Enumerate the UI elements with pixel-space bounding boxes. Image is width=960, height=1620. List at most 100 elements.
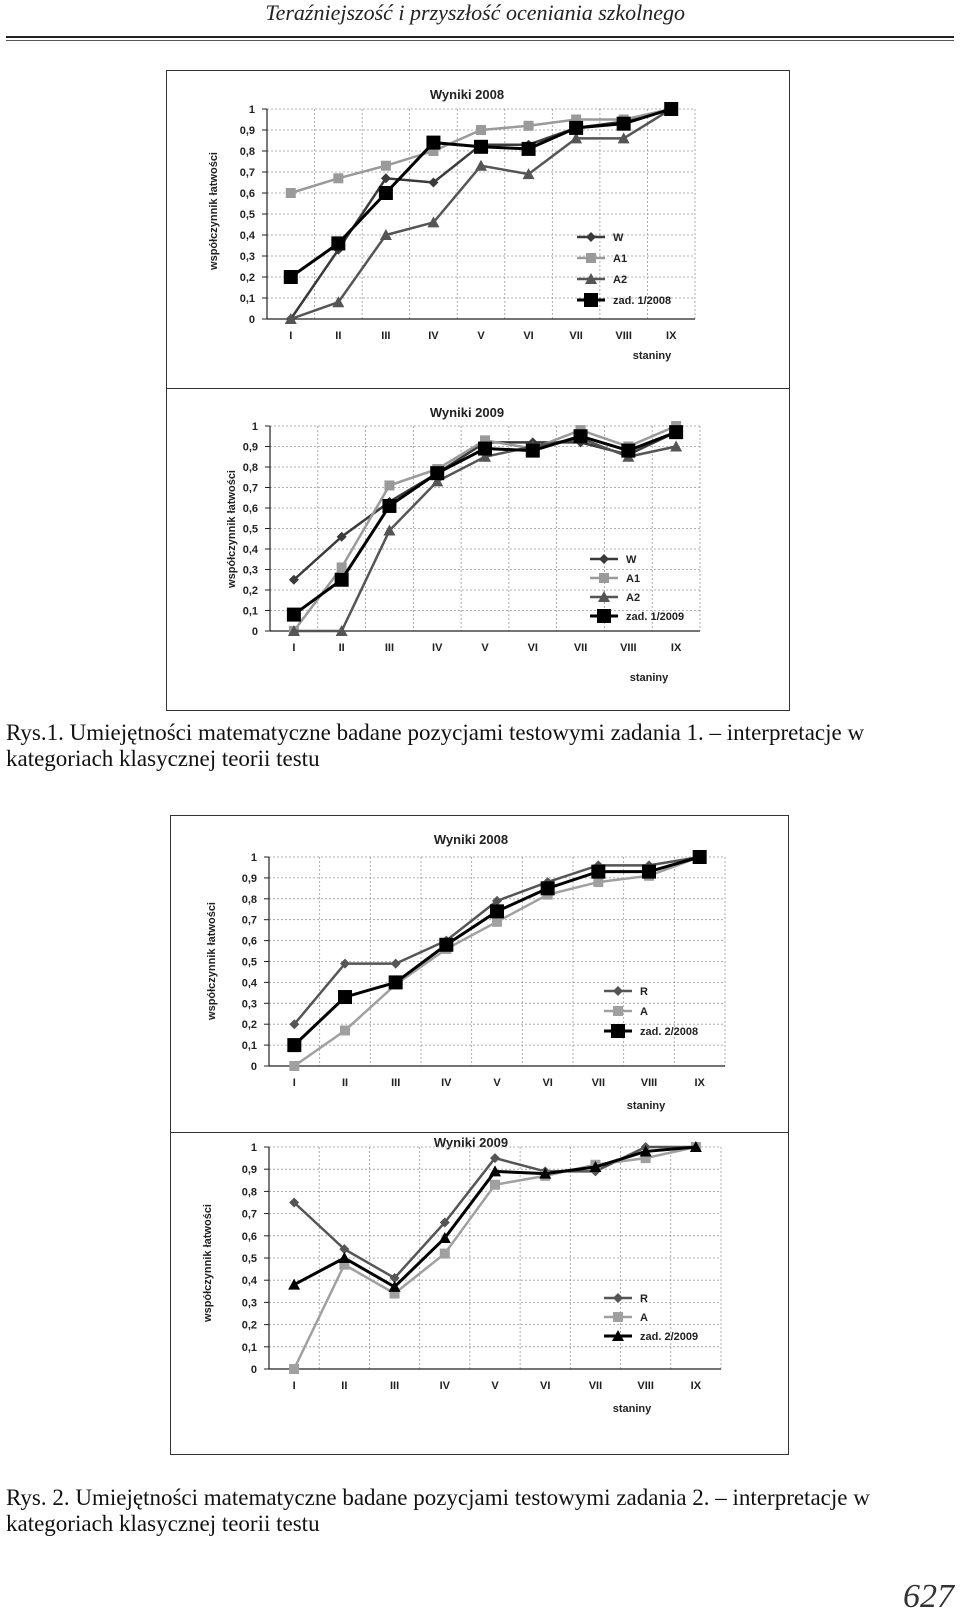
x-axis-label: staniny — [613, 1403, 652, 1415]
y-tick-label: 0,4 — [243, 544, 259, 556]
data-point — [289, 1061, 300, 1071]
series-line — [293, 855, 701, 1047]
y-tick-label: 0 — [252, 626, 258, 638]
y-tick-label: 0,7 — [240, 167, 255, 179]
x-tick-label: VIII — [615, 330, 632, 342]
series-zad-1-2008 — [283, 102, 679, 284]
y-tick-label: 0,2 — [242, 1320, 257, 1332]
data-point — [521, 141, 536, 156]
data-point — [438, 1232, 451, 1244]
legend-label: A2 — [626, 592, 640, 604]
legend-marker — [612, 1330, 624, 1341]
legend-marker — [613, 1293, 623, 1303]
data-point — [332, 296, 345, 308]
data-point — [340, 958, 350, 969]
data-point — [336, 562, 347, 573]
data-point — [389, 1288, 400, 1299]
x-tick-label: VIII — [637, 1380, 654, 1392]
series-zad-1-2009 — [286, 425, 684, 622]
y-tick-label: 1 — [251, 852, 257, 864]
data-point — [389, 1272, 400, 1283]
data-point — [640, 1153, 651, 1164]
data-point — [285, 188, 296, 198]
y-tick-label: 0,1 — [242, 1342, 257, 1354]
y-tick-label: 0,6 — [242, 936, 257, 948]
data-point — [489, 1165, 501, 1177]
x-tick-label: II — [341, 1380, 347, 1392]
data-point — [474, 139, 488, 154]
legend-entry: A2 — [577, 273, 627, 286]
legend-marker — [613, 1312, 623, 1322]
data-point — [439, 1217, 450, 1228]
data-point — [431, 475, 444, 487]
data-point — [525, 443, 540, 458]
data-point — [589, 1160, 602, 1172]
y-tick-label: 0,9 — [242, 1164, 257, 1176]
data-point — [333, 173, 344, 184]
y-tick-label: 0,3 — [242, 998, 257, 1010]
y-tick-label: 0,7 — [243, 483, 258, 495]
x-tick-label: IV — [428, 330, 439, 342]
panel-divider — [171, 1132, 788, 1133]
data-point — [571, 114, 582, 125]
data-point — [439, 937, 454, 952]
x-tick-label: IV — [441, 1077, 452, 1089]
legend-entry: A2 — [590, 591, 640, 604]
y-tick-label: 0,6 — [243, 503, 258, 515]
x-tick-label: VI — [523, 330, 533, 342]
x-tick-label: I — [289, 330, 292, 342]
legend-entry: zad. 2/2008 — [604, 1024, 698, 1038]
y-tick-label: 0,1 — [242, 1040, 257, 1052]
chart-title: Wyniki 2009 — [434, 1135, 508, 1150]
legend-label: zad. 1/2008 — [613, 295, 671, 307]
x-tick-label: V — [477, 330, 485, 342]
panel-divider — [167, 388, 789, 389]
y-tick-label: 0,2 — [242, 1019, 257, 1031]
data-point — [570, 132, 583, 144]
x-tick-label: III — [385, 642, 394, 654]
x-axis-label: staniny — [630, 672, 669, 684]
y-tick-label: 0 — [251, 1364, 257, 1376]
data-point — [338, 1252, 351, 1263]
y-tick-label: 0,4 — [240, 230, 256, 242]
data-point — [616, 116, 631, 131]
y-tick-label: 0,8 — [242, 894, 257, 906]
legend-label: zad. 2/2009 — [640, 1331, 698, 1343]
legend-label: A1 — [613, 253, 627, 265]
series-zad-2-2009 — [288, 1141, 702, 1292]
data-point — [340, 1025, 350, 1036]
legend-marker — [586, 232, 596, 242]
legend-marker — [611, 1024, 625, 1038]
data-point — [384, 480, 395, 491]
data-point — [539, 1167, 552, 1179]
data-point — [593, 877, 604, 888]
data-point — [388, 1280, 401, 1292]
header-rule-thin — [6, 40, 954, 41]
y-tick-label: 0,1 — [243, 606, 258, 618]
data-point — [692, 850, 707, 864]
legend-marker — [584, 293, 598, 307]
x-tick-label: VIII — [641, 1077, 658, 1089]
x-tick-label: IV — [432, 642, 443, 654]
y-tick-label: 0,3 — [242, 1297, 257, 1309]
legend-label: R — [640, 986, 648, 998]
legend-label: zad. 2/2008 — [640, 1026, 698, 1038]
data-point — [617, 132, 630, 144]
x-tick-label: I — [292, 642, 295, 654]
x-tick-label: VII — [589, 1380, 602, 1392]
data-point — [430, 466, 445, 481]
legend-label: A2 — [613, 274, 627, 286]
x-tick-label: VI — [540, 1380, 550, 1392]
data-point — [480, 435, 490, 446]
legend-marker — [599, 573, 609, 583]
data-point — [670, 440, 683, 452]
data-point — [289, 1019, 300, 1030]
data-point — [639, 1145, 652, 1157]
data-point — [664, 102, 679, 116]
data-point — [492, 916, 502, 927]
data-point — [388, 975, 403, 990]
chart-title: Wyniki 2008 — [430, 87, 504, 102]
series-zad-2-2008 — [287, 850, 707, 1053]
data-point — [475, 159, 487, 171]
running-header: Teraźniejszość i przyszłość oceniania sz… — [0, 0, 960, 41]
